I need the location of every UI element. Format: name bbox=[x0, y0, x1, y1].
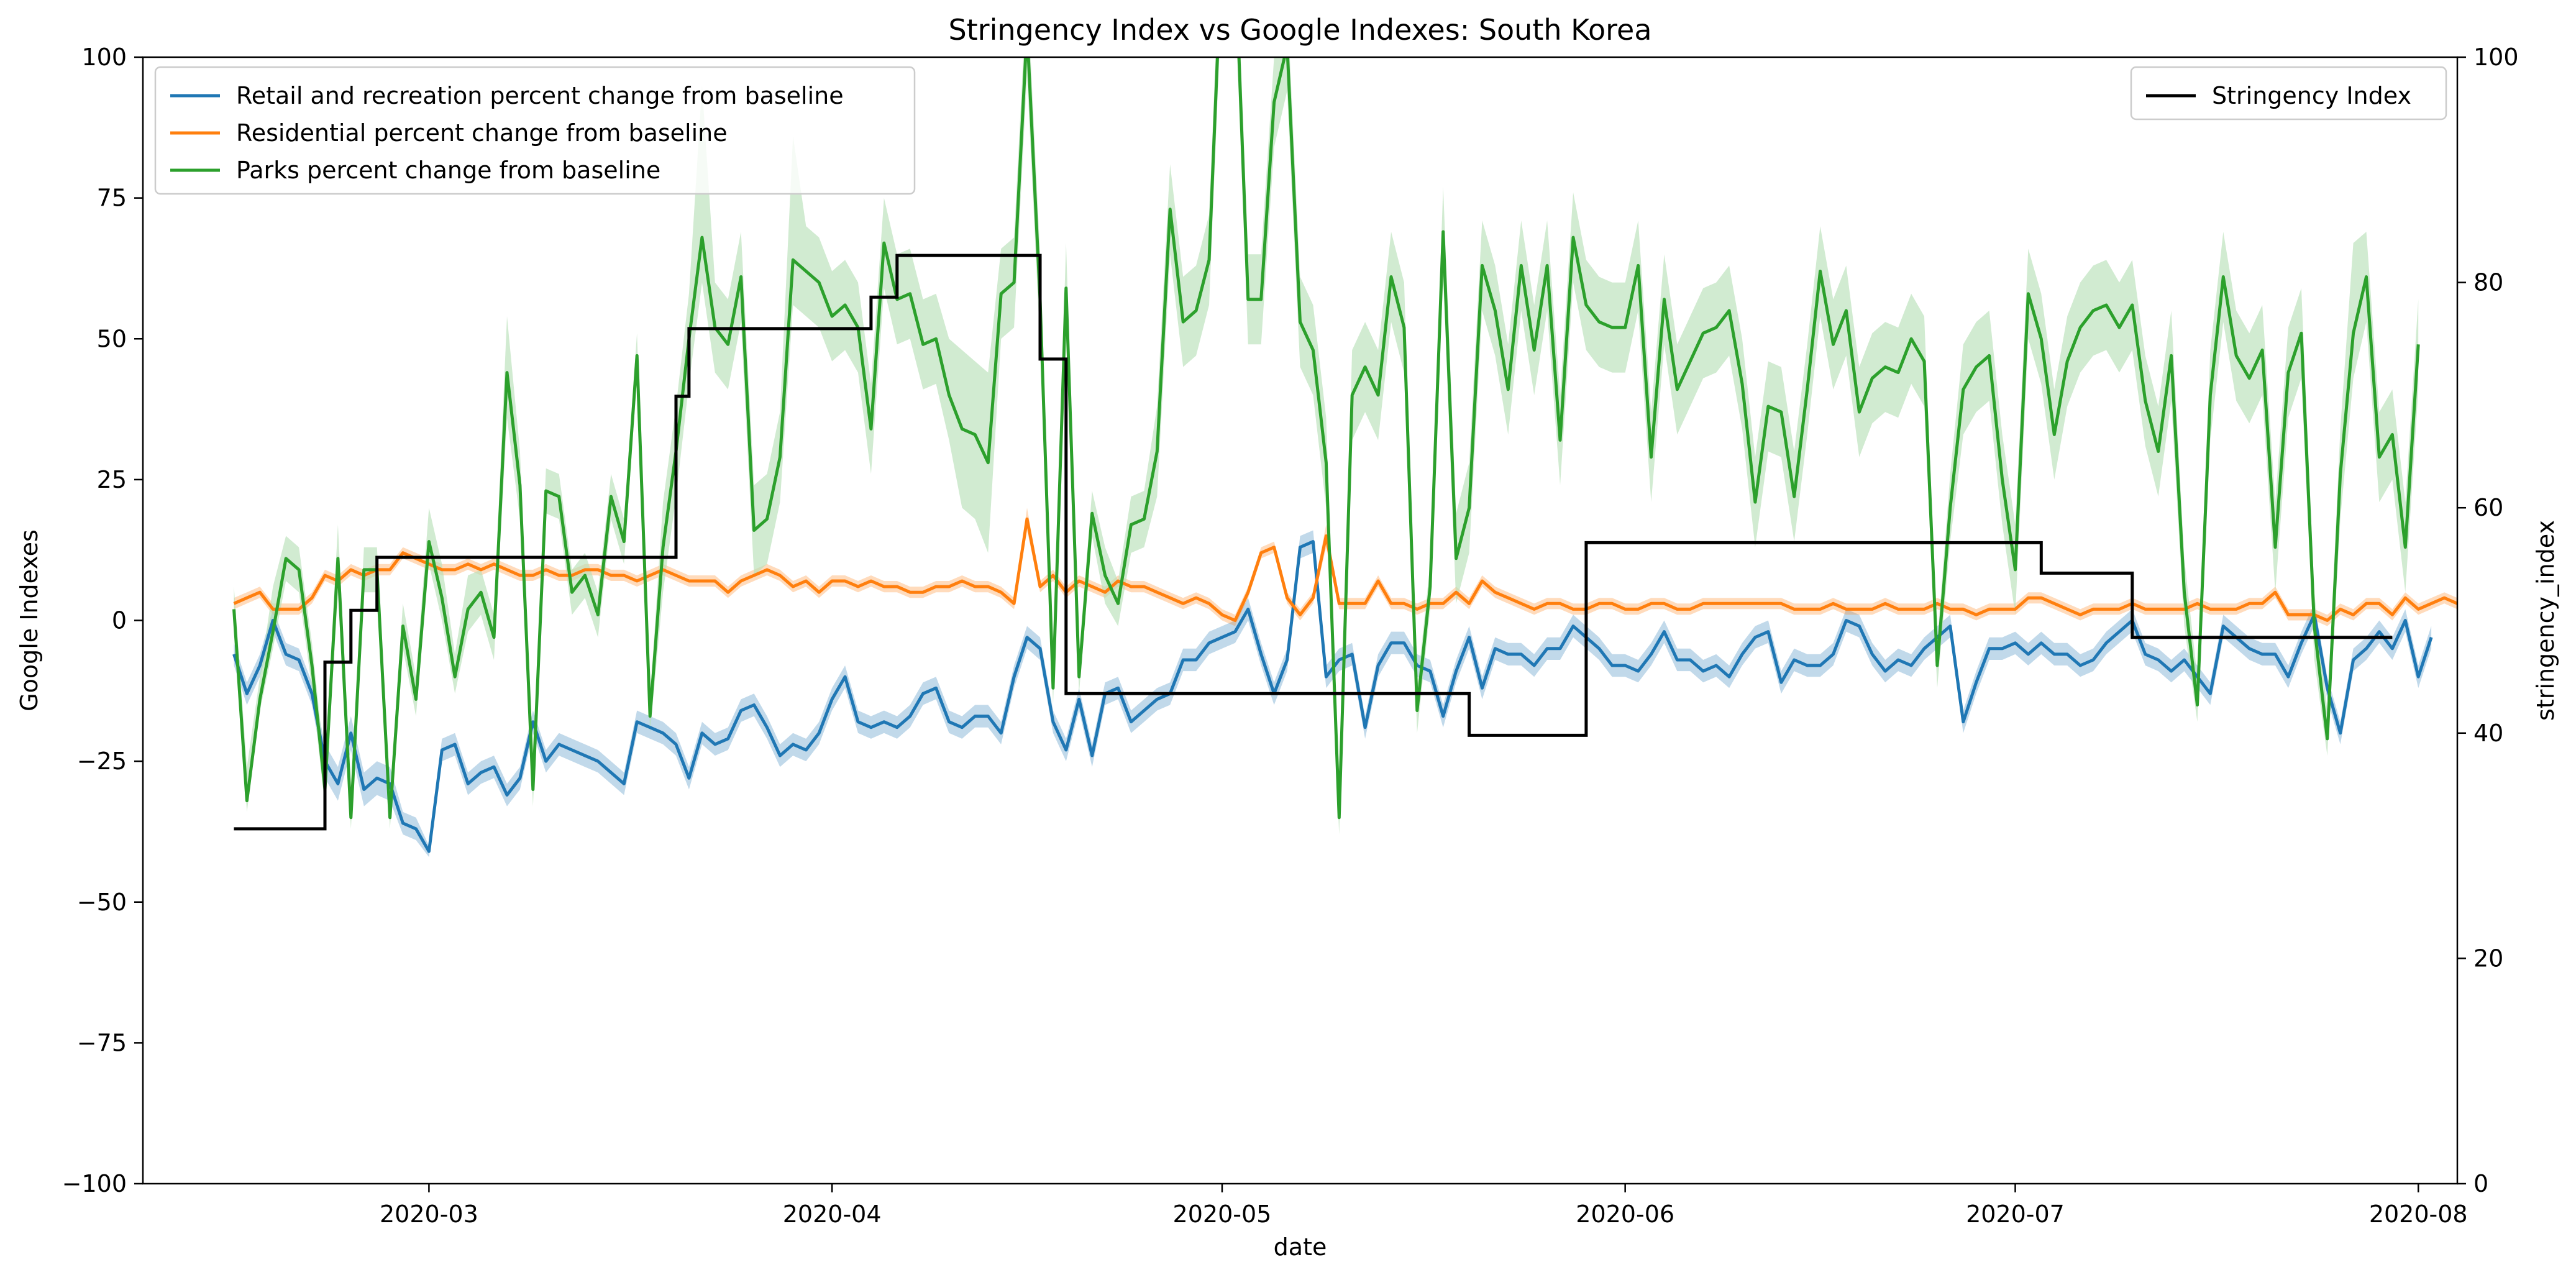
legend-left: Retail and recreation percent change fro… bbox=[154, 66, 916, 195]
y-axis-right: 100 80 60 40 20 0 bbox=[2457, 43, 2519, 1197]
legend-label: Retail and recreation percent change fro… bbox=[236, 82, 844, 109]
y-right-tick-label: 100 bbox=[2473, 43, 2519, 71]
x-axis-label: date bbox=[1274, 1233, 1327, 1261]
x-tick-label: 2020-06 bbox=[1576, 1200, 1674, 1228]
line-series-1 bbox=[233, 517, 2457, 622]
x-tick-label: 2020-07 bbox=[1966, 1200, 2065, 1228]
series-lines bbox=[232, 57, 2457, 853]
y-axis-right-label: stringency_index bbox=[2532, 520, 2559, 721]
y-left-tick-label: 100 bbox=[81, 43, 127, 71]
legend-label: Stringency Index bbox=[2212, 82, 2411, 109]
y-right-tick-label: 40 bbox=[2473, 720, 2503, 747]
y-left-tick-label: 75 bbox=[97, 185, 127, 212]
x-tick-label: 2020-04 bbox=[783, 1200, 882, 1228]
legend-box bbox=[2130, 66, 2447, 121]
y-left-tick-label: −25 bbox=[77, 747, 127, 775]
x-axis: 2020-03 2020-04 2020-05 2020-06 2020-07 2020-… bbox=[380, 1184, 2468, 1228]
legend-label: Parks percent change from baseline bbox=[236, 157, 660, 184]
chart-title: Stringency Index vs Google Indexes: Sout… bbox=[948, 13, 1651, 47]
y-axis-left: 100 75 50 25 0 −25 −50 −75 −100 bbox=[62, 43, 143, 1197]
y-right-tick-label: 60 bbox=[2473, 494, 2503, 521]
y-left-tick-label: 50 bbox=[97, 325, 127, 352]
y-right-tick-label: 0 bbox=[2473, 1170, 2488, 1197]
y-left-tick-label: −100 bbox=[62, 1170, 127, 1197]
line-series-2 bbox=[232, 57, 2420, 820]
x-tick-label: 2020-03 bbox=[380, 1200, 478, 1228]
y-left-tick-label: −75 bbox=[77, 1029, 127, 1056]
y-right-tick-label: 80 bbox=[2473, 269, 2503, 296]
y-left-tick-label: −50 bbox=[77, 889, 127, 916]
band-series-2 bbox=[234, 57, 2419, 834]
x-tick-label: 2020-08 bbox=[2369, 1200, 2468, 1228]
legend-box bbox=[154, 66, 916, 195]
y-right-tick-label: 20 bbox=[2473, 944, 2503, 972]
legend-right: Stringency Index bbox=[2130, 66, 2447, 121]
legend-label: Residential percent change from baseline bbox=[236, 119, 728, 147]
y-left-tick-label: 0 bbox=[112, 607, 127, 634]
x-tick-label: 2020-05 bbox=[1173, 1200, 1272, 1228]
y-axis-left-label: Google Indexes bbox=[16, 529, 43, 711]
y-left-tick-label: 25 bbox=[97, 466, 127, 493]
line-stringency-index bbox=[234, 254, 2393, 831]
